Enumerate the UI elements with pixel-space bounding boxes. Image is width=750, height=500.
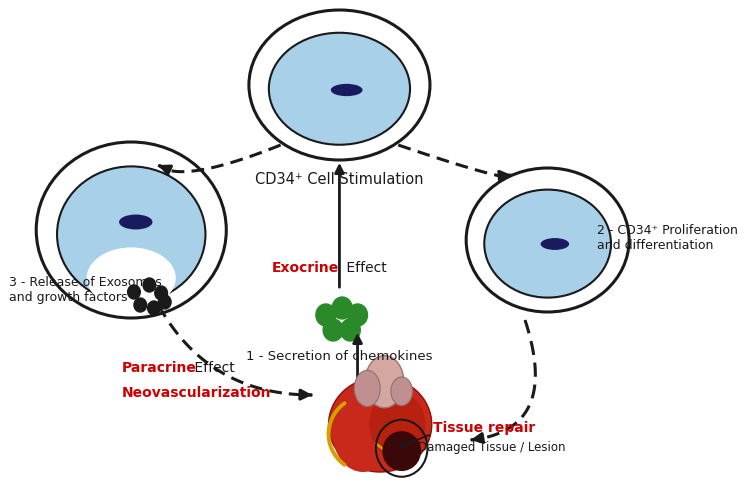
- Ellipse shape: [354, 370, 380, 406]
- Circle shape: [332, 297, 352, 319]
- Text: 2 - CD34⁺ Proliferation
and differentiation: 2 - CD34⁺ Proliferation and differentiat…: [598, 224, 738, 252]
- Ellipse shape: [268, 33, 410, 145]
- Circle shape: [340, 319, 360, 341]
- Ellipse shape: [484, 190, 611, 298]
- Circle shape: [143, 278, 156, 292]
- Circle shape: [347, 304, 368, 326]
- Text: Exocrine: Exocrine: [272, 261, 340, 275]
- Text: 3 - Release of Exosomes
and growth factors: 3 - Release of Exosomes and growth facto…: [9, 276, 162, 304]
- Circle shape: [323, 319, 343, 341]
- Ellipse shape: [119, 214, 152, 230]
- Ellipse shape: [541, 238, 569, 250]
- Ellipse shape: [370, 391, 425, 458]
- Text: Damaged Tissue / Lesion: Damaged Tissue / Lesion: [419, 442, 566, 454]
- Circle shape: [134, 298, 147, 312]
- Circle shape: [148, 301, 160, 315]
- Text: Neovascularization: Neovascularization: [122, 386, 272, 400]
- Ellipse shape: [331, 84, 362, 96]
- Ellipse shape: [57, 166, 206, 302]
- Ellipse shape: [466, 168, 629, 312]
- Text: 1 - Secretion of chemokines: 1 - Secretion of chemokines: [246, 350, 433, 363]
- Circle shape: [316, 304, 336, 326]
- Ellipse shape: [391, 377, 412, 406]
- Text: Tissue repair: Tissue repair: [433, 421, 535, 435]
- Text: Paracrine: Paracrine: [122, 361, 197, 375]
- Ellipse shape: [36, 142, 226, 318]
- Circle shape: [128, 285, 140, 299]
- Circle shape: [158, 295, 171, 309]
- Text: CD34⁺ Cell Stimulation: CD34⁺ Cell Stimulation: [255, 172, 424, 187]
- Ellipse shape: [87, 248, 176, 308]
- Ellipse shape: [365, 356, 404, 408]
- Ellipse shape: [328, 377, 432, 472]
- Ellipse shape: [249, 10, 430, 160]
- Ellipse shape: [382, 431, 421, 471]
- Text: Effect: Effect: [190, 361, 235, 375]
- Circle shape: [154, 286, 167, 300]
- Ellipse shape: [333, 396, 393, 472]
- Text: Effect: Effect: [342, 261, 387, 275]
